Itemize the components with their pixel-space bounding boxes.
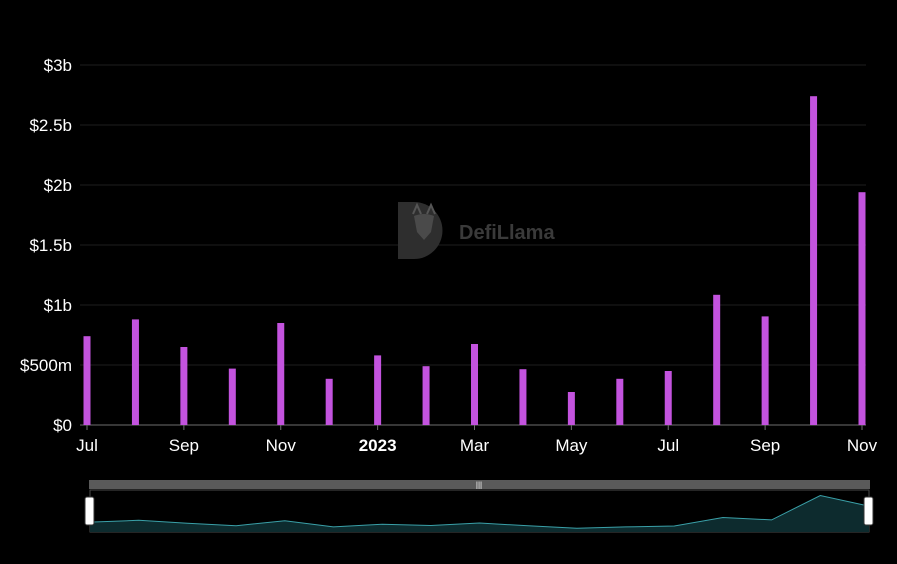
range-slider[interactable]: ||| (84, 480, 874, 533)
slider-mini-line (89, 494, 870, 529)
x-tick-label: 2023 (359, 436, 397, 455)
defillama-logo (398, 202, 443, 259)
x-tick-label: Jul (76, 436, 98, 455)
watermark-text: DefiLlama (459, 222, 555, 244)
x-axis: Jul Sep Nov 2023 Mar May Jul Sep Nov (76, 425, 878, 455)
grid-lines (80, 64, 866, 426)
x-tick-label: Nov (266, 436, 297, 455)
bar (374, 355, 382, 425)
x-tick-label: Sep (750, 436, 780, 455)
slider-drag-bar[interactable] (89, 480, 870, 489)
bar (664, 371, 672, 425)
slider-handle-left[interactable] (84, 496, 95, 526)
y-tick-label: $2.5b (29, 116, 72, 135)
bar (228, 368, 236, 425)
y-tick-label: $500m (20, 356, 72, 375)
bar (519, 369, 527, 425)
x-tick-label: May (555, 436, 588, 455)
x-tick-label: Jul (657, 436, 679, 455)
x-tick-label: Nov (847, 436, 878, 455)
bar (713, 294, 721, 425)
bar (83, 336, 91, 425)
bar (810, 96, 818, 425)
bar (858, 192, 866, 425)
y-tick-label: $2b (44, 176, 72, 195)
bar (325, 378, 333, 425)
slider-mini-area (90, 495, 869, 532)
bar (471, 344, 478, 425)
bar (616, 378, 624, 425)
bar (131, 319, 139, 425)
bar (567, 392, 575, 425)
bar (422, 366, 430, 425)
y-tick-label: $1b (44, 296, 72, 315)
bar (761, 316, 769, 425)
y-tick-label: $0 (53, 416, 72, 435)
x-tick-label: Sep (169, 436, 199, 455)
x-tick-label: Mar (460, 436, 490, 455)
slider-drag-glyph: ||| (476, 481, 482, 490)
bars (83, 96, 866, 425)
y-tick-label: $1.5b (29, 236, 72, 255)
y-tick-label: $3b (44, 56, 72, 75)
slider-handle-right[interactable] (863, 496, 874, 526)
watermark: DefiLlama (398, 202, 555, 259)
bar (277, 323, 285, 425)
bar (180, 347, 188, 425)
y-axis: $0 $500m $1b $1.5b $2b $2.5b $3b (20, 56, 72, 435)
